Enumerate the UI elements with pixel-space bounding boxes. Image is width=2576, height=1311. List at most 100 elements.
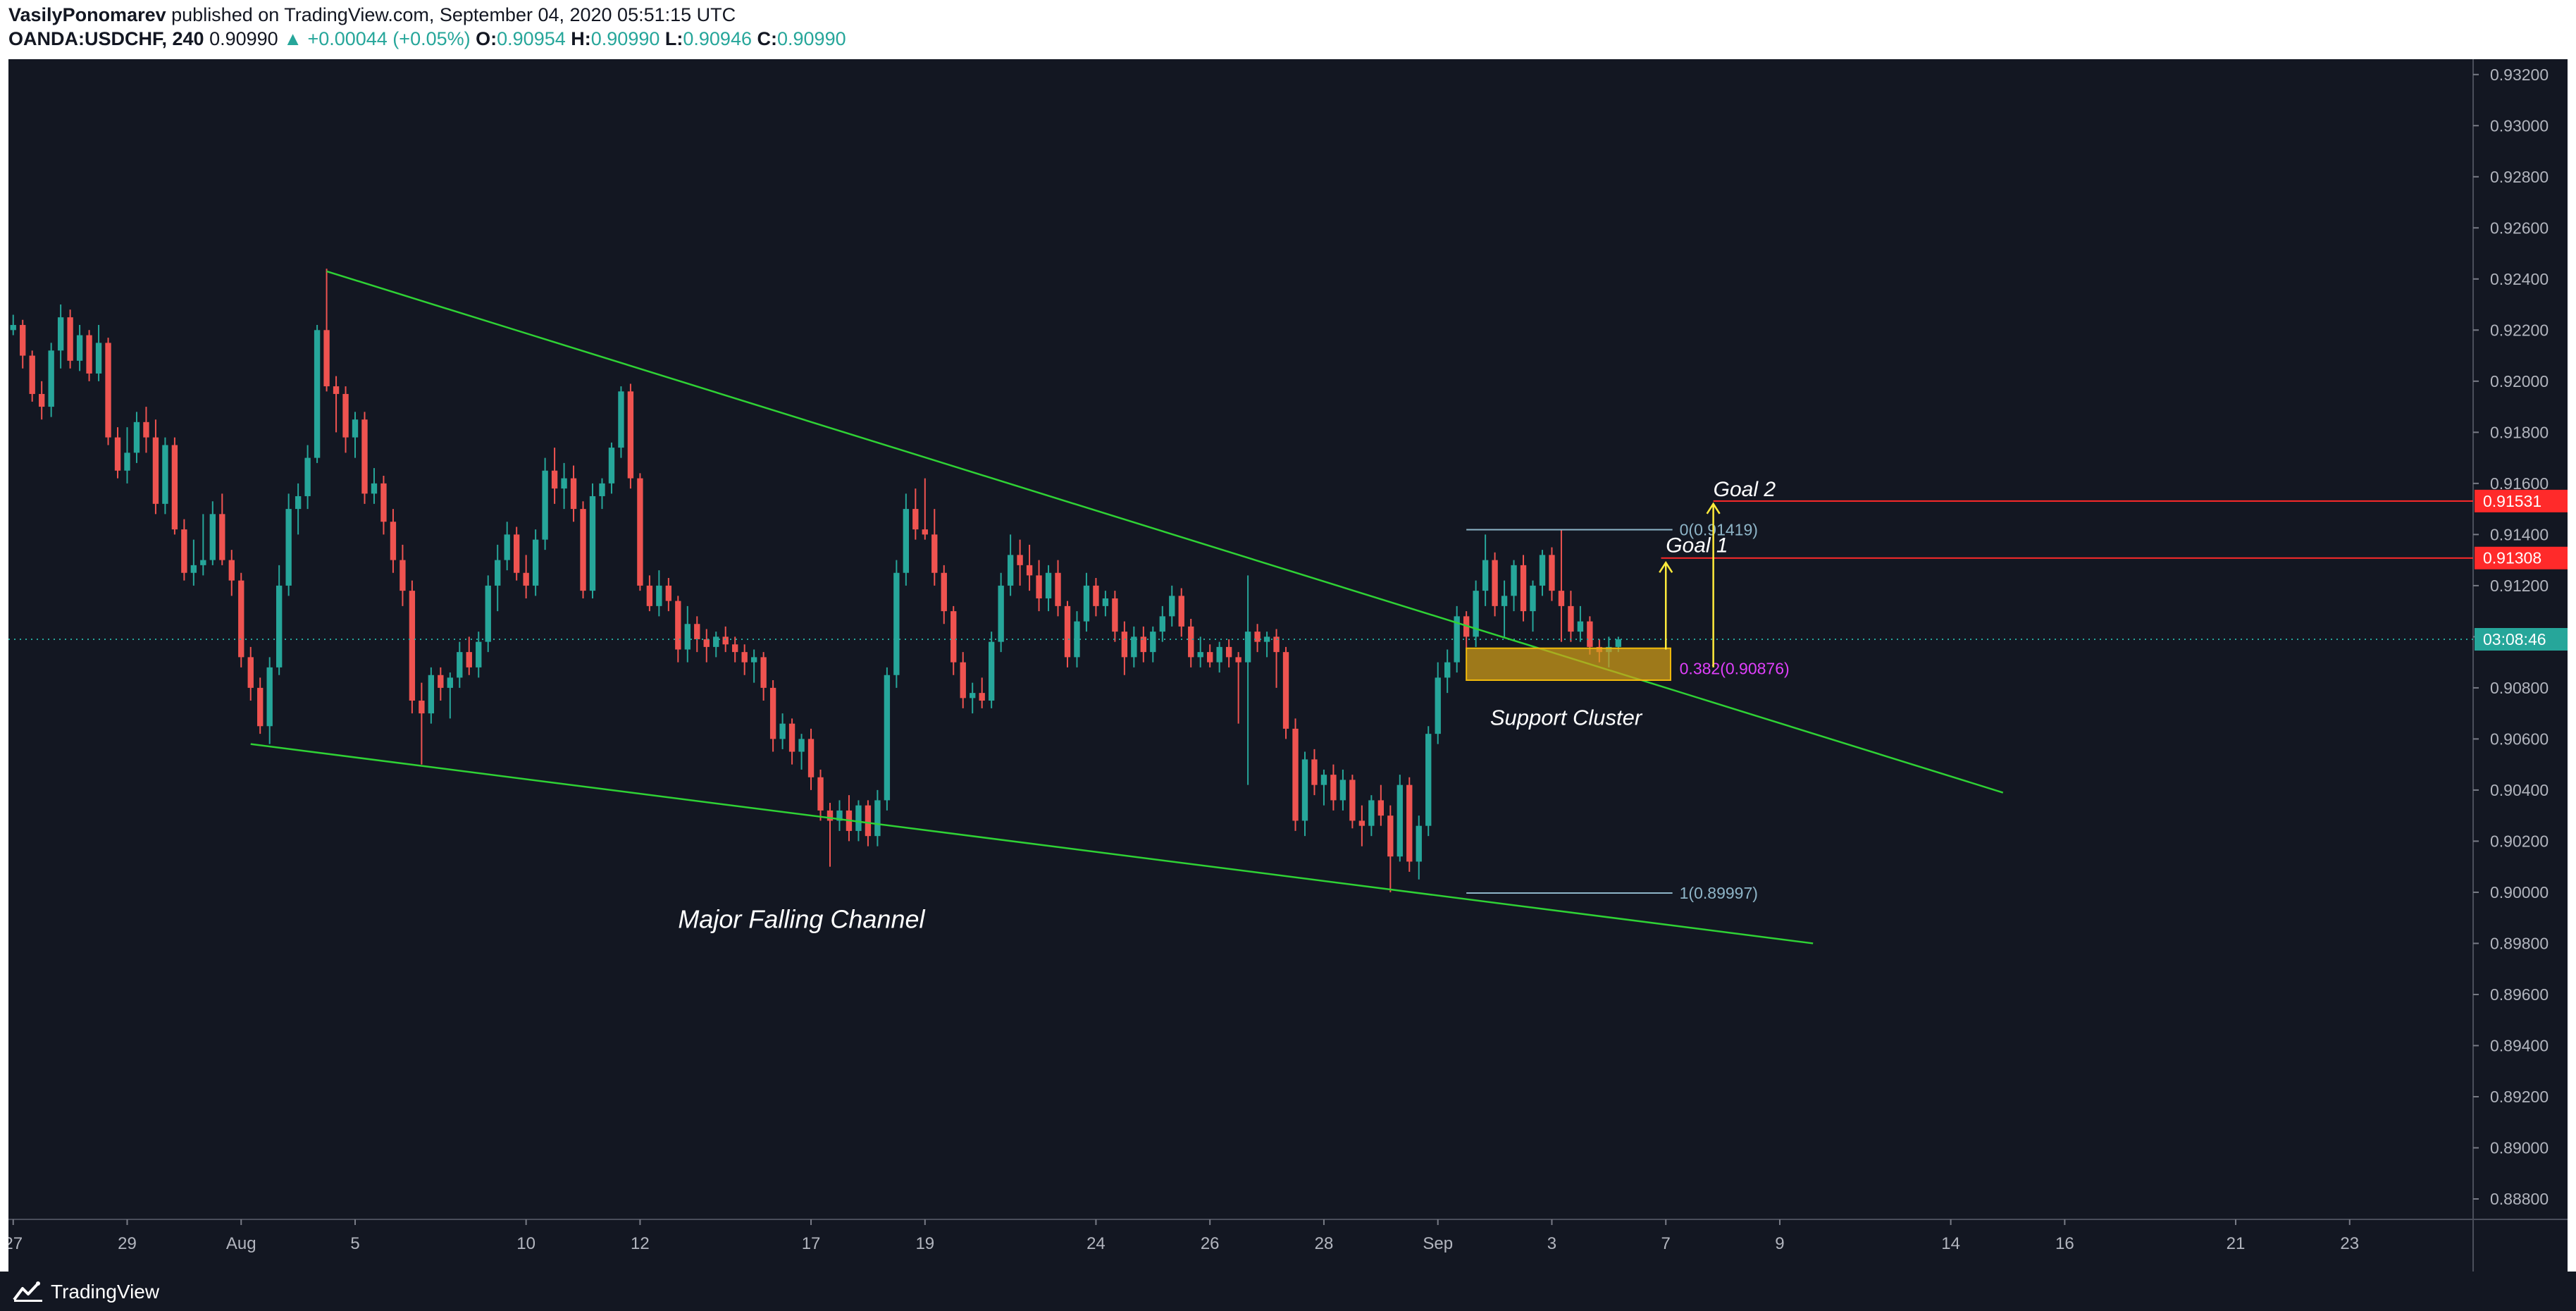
open-label: O: (476, 28, 497, 49)
publish-info: VasilyPonomarev published on TradingView… (8, 4, 736, 26)
time-tick-label: 24 (1086, 1234, 1106, 1253)
tradingview-logo-icon (13, 1281, 42, 1302)
candle-body-up (76, 335, 83, 361)
time-tick-label: 29 (118, 1234, 137, 1253)
candle-body-down (380, 483, 387, 522)
candle-body-down (665, 585, 672, 601)
candle-body-up (1511, 565, 1517, 596)
countdown-badge-label: 03:08:46 (2483, 630, 2546, 648)
candle-body-up (798, 739, 805, 752)
arrow-head-icon (1659, 560, 1673, 573)
candle-body-down (20, 325, 26, 356)
candle-body-up (1416, 825, 1422, 862)
candle-body-down (1492, 560, 1498, 606)
candle-body-up (1397, 784, 1403, 857)
time-tick-label: 17 (802, 1234, 821, 1253)
candle-body-up (1320, 775, 1327, 785)
price-tick-label: 0.91400 (2490, 525, 2549, 543)
candle-body-down (333, 386, 340, 394)
candle-body-down (1273, 636, 1280, 653)
candle-body-down (400, 560, 406, 591)
price-tick-label: 0.92200 (2490, 321, 2549, 339)
candle-body-up (608, 448, 615, 484)
tradingview-logo[interactable]: TradingView (13, 1280, 159, 1304)
close-label: C: (757, 28, 778, 49)
candle-body-up (485, 585, 491, 642)
time-tick-label: Sep (1423, 1234, 1453, 1253)
candle-body-down (637, 478, 643, 586)
candle-body-down (1349, 780, 1356, 821)
goal-price-badge-label: 0.91531 (2483, 492, 2541, 510)
candle-body-down (1520, 565, 1527, 612)
candle-body-up (457, 652, 463, 678)
candle-body-down (1093, 585, 1099, 606)
price-tick-label: 0.91800 (2490, 423, 2549, 441)
candle-body-down (1140, 636, 1147, 653)
candle-body-up (1368, 800, 1375, 826)
time-tick-label: Aug (226, 1234, 256, 1253)
fib-level-label: 0.382(0.90876) (1680, 659, 1790, 677)
candle-body-down (114, 437, 121, 471)
candle-body-up (285, 509, 292, 586)
price-tick-label: 0.90800 (2490, 679, 2549, 697)
candle-body-down (817, 777, 824, 811)
candle-body-up (836, 810, 843, 821)
chart-panel[interactable]: 0.93200 0.93000 0.92800 0.92600 0.92400 0.922… (8, 59, 2568, 1272)
time-tick-label: 3 (1547, 1234, 1556, 1253)
candle-body-down (523, 572, 529, 586)
candle-body-up (95, 343, 102, 374)
candle-body-up (589, 496, 596, 591)
candle-body-down (1017, 555, 1023, 565)
candle-body-down (1311, 759, 1318, 785)
candle-body-down (807, 739, 815, 777)
candle-body-up (209, 514, 216, 560)
candle-body-up (428, 675, 435, 714)
candle-body-down (741, 652, 748, 663)
time-tick-label: 26 (1201, 1234, 1220, 1253)
candle-body-up (1539, 555, 1546, 586)
candle-body-up (903, 509, 910, 573)
author-name[interactable]: VasilyPonomarev (8, 4, 166, 25)
candle-body-down (152, 437, 159, 504)
candle-body-down (143, 421, 149, 438)
candle-body-up (314, 330, 321, 458)
candle-body-down (760, 657, 767, 688)
candle-body-down (1188, 626, 1194, 658)
candle-body-up (504, 534, 510, 560)
symbol-label[interactable]: OANDA:USDCHF, 240 (8, 28, 204, 49)
candle-body-up (1577, 621, 1584, 632)
candle-body-down (1387, 815, 1394, 857)
candle-body-down (181, 529, 187, 573)
time-tick-label: 12 (631, 1234, 650, 1253)
candle-body-up (684, 624, 691, 650)
candle-body-down (922, 529, 928, 535)
price-change: +0.00044 (+0.05%) (307, 28, 471, 49)
candle-body-down (105, 343, 111, 438)
candle-body-down (722, 636, 729, 645)
candle-body-down (1055, 572, 1061, 606)
candlestick-series (10, 269, 1621, 892)
price-tick-label: 0.91600 (2490, 474, 2549, 493)
candle-body-up (190, 565, 197, 573)
last-price: 0.90990 (209, 28, 278, 49)
candle-body-down (29, 355, 35, 394)
channel-upper-trendline (326, 270, 2004, 794)
candle-body-up (1007, 555, 1014, 586)
candle-body-up (1263, 636, 1270, 642)
candle-body-down (941, 572, 947, 612)
candle-body-down (1235, 657, 1241, 663)
goal-1-label: Goal 1 (1666, 534, 1728, 558)
price-axis: 0.93200 0.93000 0.92800 0.92600 0.92400 0.922… (2473, 66, 2549, 1208)
price-chart[interactable]: 0.93200 0.93000 0.92800 0.92600 0.92400 0.922… (8, 59, 2568, 1272)
countdown-badge (2475, 628, 2568, 651)
time-tick-label: 16 (2055, 1234, 2074, 1253)
candle-body-up (1473, 591, 1479, 637)
candle-body-down (979, 693, 985, 701)
price-tick-label: 0.92000 (2490, 372, 2549, 390)
candle-body-up (1530, 585, 1536, 612)
candle-body-down (1282, 652, 1289, 729)
candle-body-up (1045, 572, 1052, 598)
candle-body-up (855, 805, 862, 831)
candle-body-down (238, 580, 244, 658)
candle-body-down (694, 624, 700, 639)
